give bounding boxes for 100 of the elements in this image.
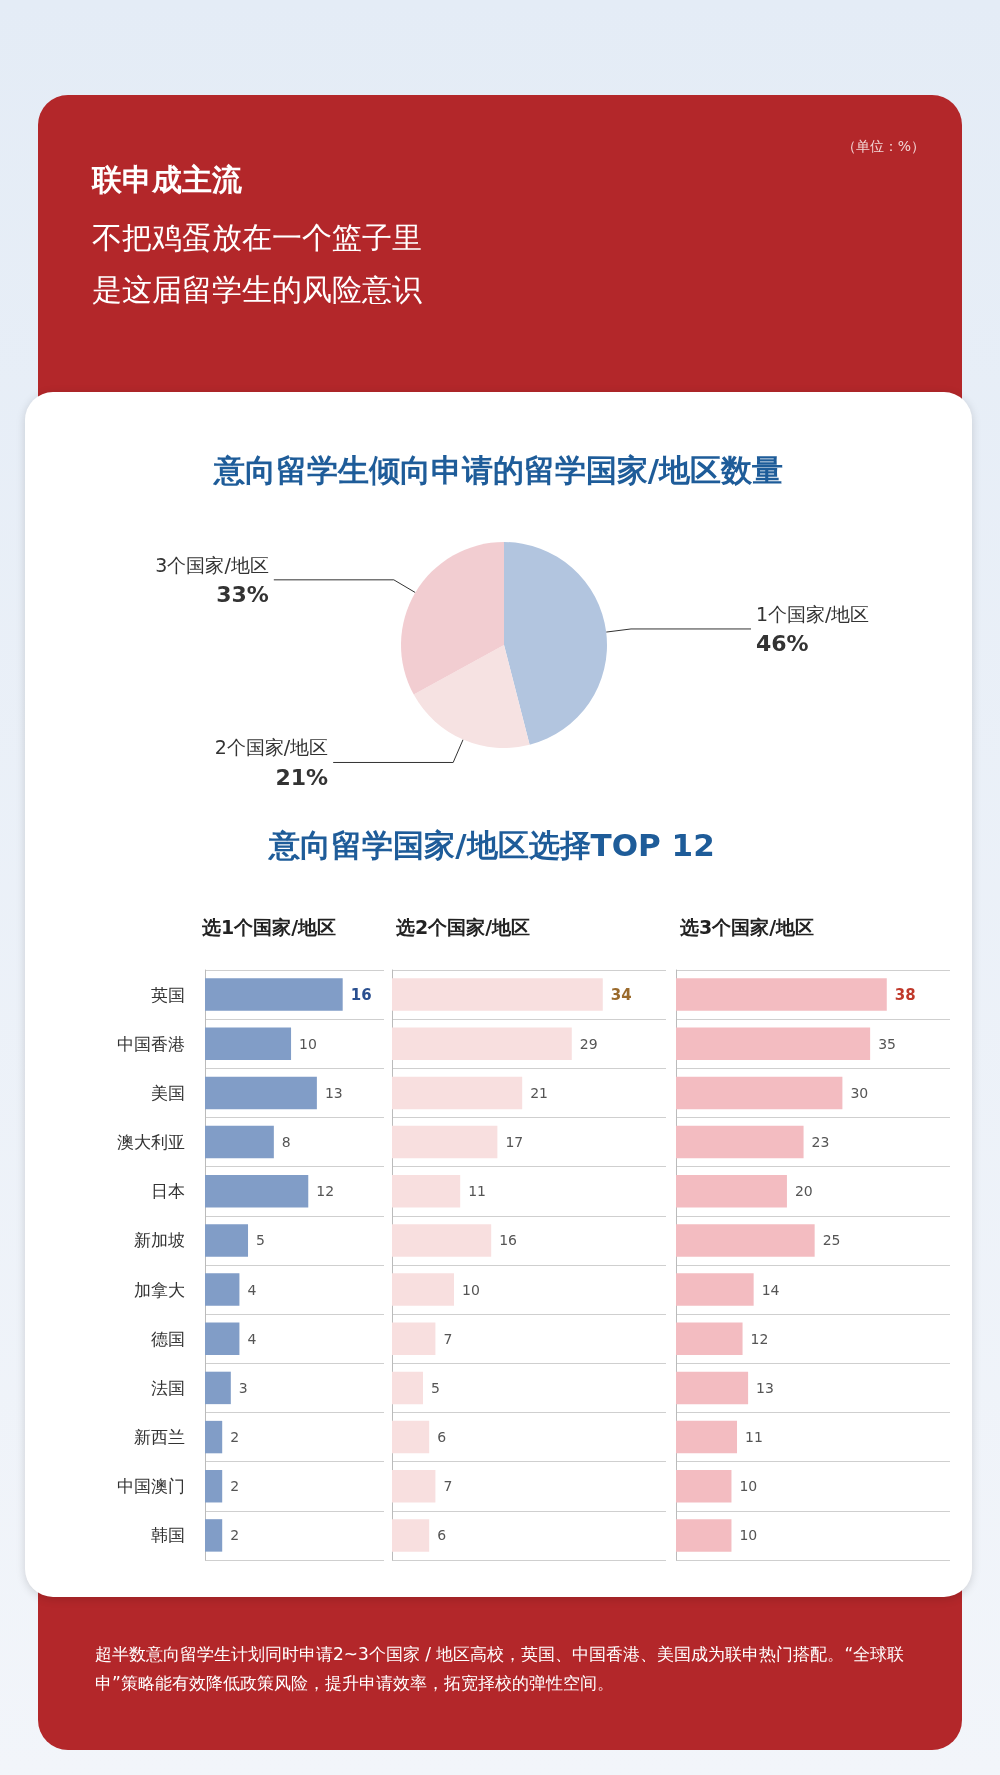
data-label: 25 xyxy=(822,1232,841,1249)
data-label: 11 xyxy=(468,1183,487,1200)
bar xyxy=(205,1076,317,1110)
bar xyxy=(205,1519,223,1552)
bar xyxy=(392,1175,461,1208)
bar xyxy=(676,978,887,1011)
y-tick-label: 韩国 xyxy=(151,1525,185,1546)
data-label: 10 xyxy=(299,1035,317,1052)
bar xyxy=(392,978,603,1011)
data-label: 10 xyxy=(739,1527,758,1544)
y-tick-label: 澳大利亚 xyxy=(117,1132,185,1153)
data-label: 4 xyxy=(247,1281,257,1298)
bar xyxy=(392,1076,523,1110)
data-label: 17 xyxy=(505,1134,524,1151)
chart-subtitle: 选1个国家/地区 xyxy=(202,915,337,940)
text: 联申成主流 xyxy=(92,161,242,199)
bar xyxy=(205,1224,249,1257)
data-label: 6 xyxy=(437,1527,447,1544)
y-tick-label: 新西兰 xyxy=(134,1427,185,1448)
bar xyxy=(205,1125,274,1159)
bar xyxy=(392,1027,572,1060)
data-label: 12 xyxy=(316,1183,335,1200)
bar xyxy=(392,1519,430,1552)
bar xyxy=(676,1175,787,1208)
bar xyxy=(676,1224,815,1257)
data-label: 5 xyxy=(431,1379,440,1396)
data-label: 7 xyxy=(443,1478,453,1495)
data-label: 20 xyxy=(794,1183,813,1200)
data-label: 4 xyxy=(247,1330,257,1347)
data-label: 5 xyxy=(256,1232,265,1249)
data-label: 30 xyxy=(850,1084,869,1101)
bar xyxy=(205,1470,223,1503)
bar xyxy=(205,978,343,1011)
bar xyxy=(205,1420,223,1454)
data-label: 6 xyxy=(437,1429,447,1446)
data-label: 11 xyxy=(745,1429,763,1446)
text: 是这届留学生的风险意识 xyxy=(92,271,422,309)
bar xyxy=(205,1371,231,1405)
bar xyxy=(392,1371,423,1405)
data-label: 16 xyxy=(350,985,372,1004)
data-label: 7 xyxy=(443,1330,453,1347)
slice-label: 1个国家/地区 xyxy=(755,602,870,625)
text: （单位：%） xyxy=(841,138,925,156)
data-label: 33% xyxy=(216,582,269,608)
data-label: 2 xyxy=(230,1429,240,1446)
data-label: 12 xyxy=(750,1330,769,1347)
data-label: 46% xyxy=(755,631,809,657)
y-tick-label: 新加坡 xyxy=(134,1230,185,1251)
data-label: 29 xyxy=(579,1035,598,1052)
data-label: 2 xyxy=(230,1478,240,1495)
chart-title: 意向留学生倾向申请的留学国家/地区数量 xyxy=(212,451,785,490)
bar xyxy=(205,1175,309,1208)
bar xyxy=(676,1076,843,1110)
data-label: 13 xyxy=(756,1379,774,1396)
bar xyxy=(205,1273,240,1306)
bar xyxy=(676,1470,732,1503)
text: 不把鸡蛋放在一个篮子里 xyxy=(92,219,422,257)
data-label: 16 xyxy=(499,1232,518,1249)
bar xyxy=(205,1322,240,1355)
bar xyxy=(676,1371,749,1405)
bar xyxy=(392,1420,430,1454)
bar xyxy=(676,1322,743,1355)
y-tick-label: 加拿大 xyxy=(134,1279,185,1300)
text: 超半数意向留学生计划同时申请2~3个国家 / 地区高校，英国、中国香港、美国成为联申热门搭配。“全球联申”策略能有效降低政策风险，提升申请效率，拓宽择校的弹性空间。 xyxy=(95,1643,906,1695)
text: 意向留学国家/地区选择TOP 12 xyxy=(267,826,716,865)
bar xyxy=(676,1027,871,1060)
data-label: 3 xyxy=(238,1379,248,1396)
chart-subtitle: 选2个国家/地区 xyxy=(396,915,531,940)
y-tick-label: 中国香港 xyxy=(117,1033,185,1054)
bar xyxy=(676,1519,732,1552)
bar xyxy=(392,1125,498,1159)
data-label: 14 xyxy=(761,1281,780,1298)
y-tick-label: 英国 xyxy=(151,984,185,1005)
data-label: 38 xyxy=(894,985,916,1004)
data-label: 34 xyxy=(610,985,632,1004)
y-tick-label: 美国 xyxy=(151,1082,185,1103)
y-tick-label: 日本 xyxy=(151,1181,185,1202)
y-tick-label: 中国澳门 xyxy=(117,1476,185,1497)
data-label: 10 xyxy=(739,1478,758,1495)
slice-label: 3个国家/地区 xyxy=(155,553,269,576)
bar xyxy=(392,1470,436,1503)
data-label: 2 xyxy=(230,1527,240,1544)
data-label: 23 xyxy=(811,1134,830,1151)
bar xyxy=(392,1224,492,1257)
data-label: 13 xyxy=(324,1084,343,1101)
data-label: 10 xyxy=(461,1281,480,1298)
data-label: 8 xyxy=(281,1134,291,1151)
bar xyxy=(676,1125,804,1159)
data-label: 21 xyxy=(530,1084,549,1101)
bar xyxy=(392,1273,454,1306)
slice-label: 2个国家/地区 xyxy=(214,736,329,759)
y-tick-label: 法国 xyxy=(151,1377,185,1398)
bar xyxy=(676,1273,754,1306)
y-tick-label: 德国 xyxy=(151,1328,185,1349)
bar xyxy=(676,1420,738,1454)
bar xyxy=(392,1322,436,1355)
data-label: 21% xyxy=(275,764,329,790)
chart-subtitle: 选3个国家/地区 xyxy=(680,915,815,940)
bar xyxy=(205,1027,292,1060)
data-label: 35 xyxy=(878,1035,896,1052)
